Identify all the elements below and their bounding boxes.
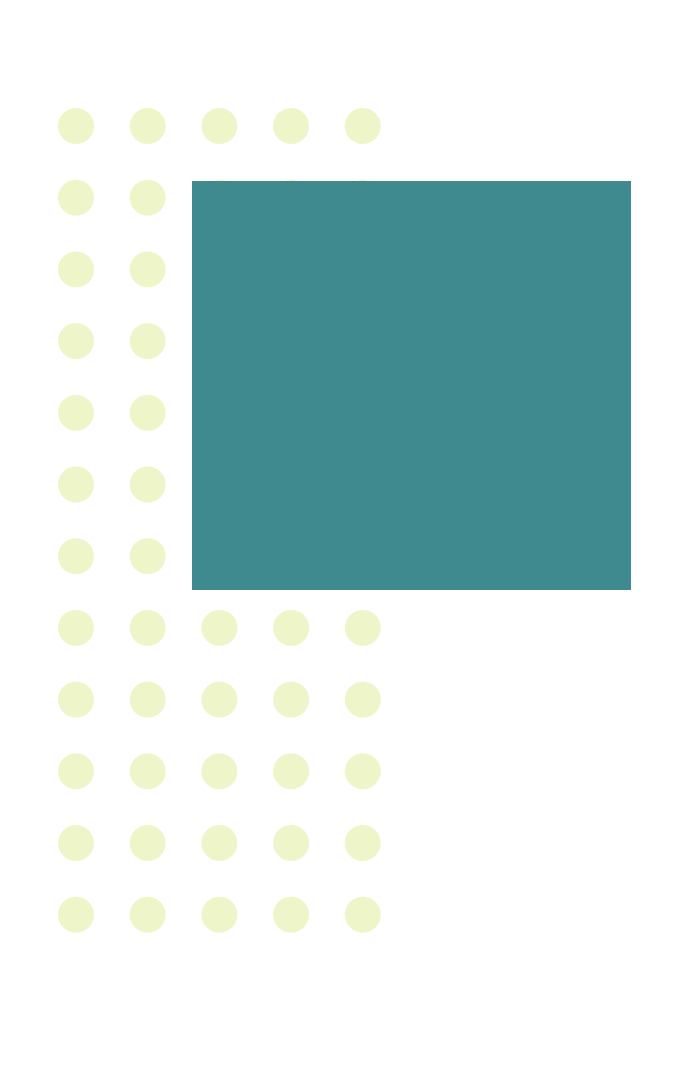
- teal-block: [192, 181, 631, 590]
